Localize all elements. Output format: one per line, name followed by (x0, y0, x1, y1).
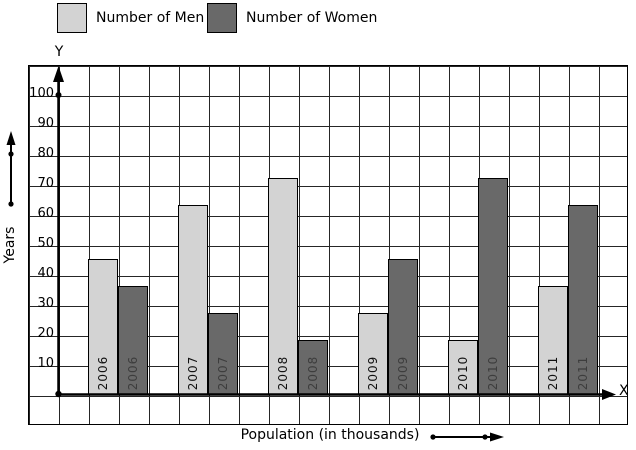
y-axis-letter: Y (54, 44, 64, 60)
bar-men-2009: 2009 (358, 313, 388, 394)
y-tick-label-40: 40 (37, 266, 54, 281)
bar-year-label: 2006 (96, 355, 110, 391)
bar-women-2010: 2010 (478, 178, 508, 394)
x-axis-letter: X (619, 383, 629, 399)
y-tick-label-100: 100 (29, 86, 54, 101)
bar-year-label: 2009 (366, 355, 380, 391)
y-tick-label-60: 60 (37, 206, 54, 221)
legend-men-label: Number of Men (96, 10, 205, 26)
bar-year-label: 2008 (306, 355, 320, 391)
y-tick-label-50: 50 (37, 236, 54, 251)
bar-year-label: 2011 (576, 355, 590, 391)
bar-men-2006: 2006 (88, 259, 118, 394)
bar-year-label: 2006 (126, 355, 140, 391)
bar-men-2010: 2010 (448, 340, 478, 394)
bar-women-2008: 2008 (298, 340, 328, 394)
bar-women-2009: 2009 (388, 259, 418, 394)
bar-year-label: 2009 (396, 355, 410, 391)
legend-men-swatch (57, 3, 87, 33)
y-tick-label-30: 30 (37, 296, 54, 311)
y-tick-label-20: 20 (37, 326, 54, 341)
bar-men-2011: 2011 (538, 286, 568, 394)
bar-year-label: 2008 (276, 355, 290, 391)
bar-year-label: 2007 (216, 355, 230, 391)
bar-men-2008: 2008 (268, 178, 298, 394)
bar-women-2011: 2011 (568, 205, 598, 394)
legend-women-label: Number of Women (246, 10, 378, 26)
bar-women-2007: 2007 (208, 313, 238, 394)
bar-year-label: 2010 (486, 355, 500, 391)
y-tick-label-10: 10 (37, 356, 54, 371)
bar-year-label: 2007 (186, 355, 200, 391)
bar-year-label: 2011 (546, 355, 560, 391)
bar-women-2006: 2006 (118, 286, 148, 394)
x-axis-title: Population (in thousands) (240, 427, 420, 443)
y-tick-label-90: 90 (37, 116, 54, 131)
y-tick-label-80: 80 (37, 146, 54, 161)
y-tick-label-70: 70 (37, 176, 54, 191)
legend-women-swatch (207, 3, 237, 33)
bar-men-2007: 2007 (178, 205, 208, 394)
bar-year-label: 2010 (456, 355, 470, 391)
